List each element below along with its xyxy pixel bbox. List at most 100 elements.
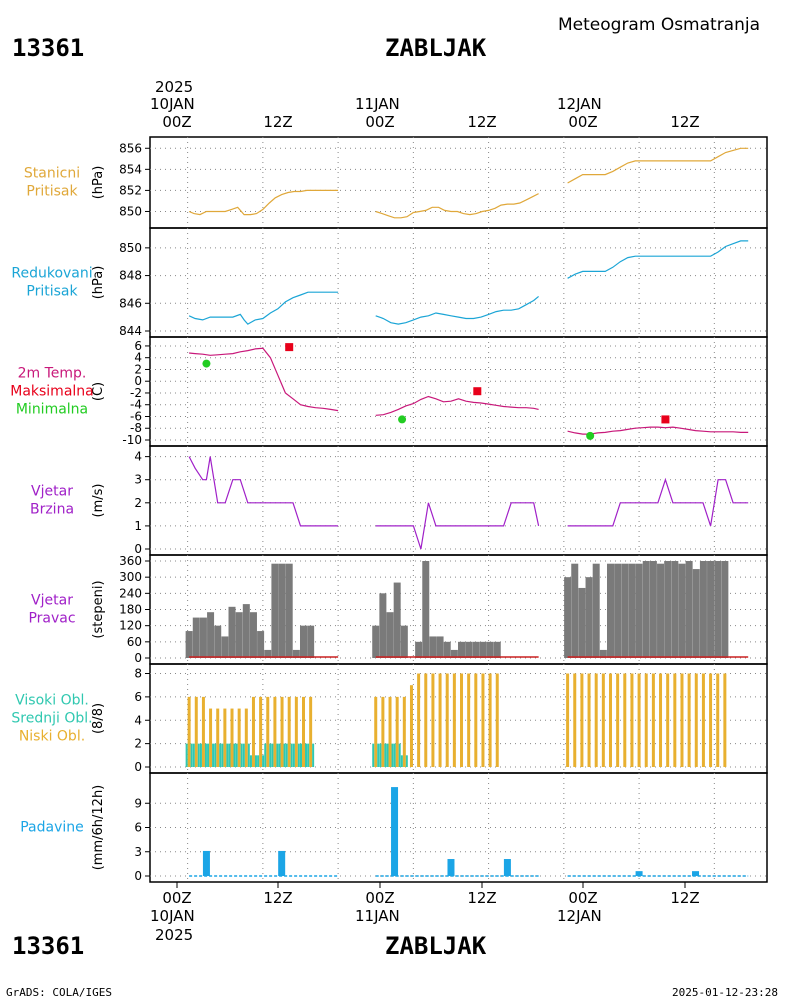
low-cloud-bar: [651, 673, 655, 767]
mid-cloud-bar: [264, 743, 267, 767]
top-time-tick-label: 12Z: [263, 113, 292, 131]
wind-direction-bar: [199, 617, 207, 658]
precip-bar: [503, 859, 511, 876]
bottom-time-tick-label: 00Z: [568, 889, 597, 907]
low-cloud-bar: [280, 696, 284, 767]
y-tick-label: -2: [130, 386, 142, 400]
footer-software: GrADS: COLA/IGES: [6, 986, 112, 999]
low-cloud-bar: [587, 673, 591, 767]
y-tick-label: 0: [134, 542, 142, 556]
panel-label: Minimalna: [16, 402, 88, 418]
panel-label: Srednji Obl.: [11, 711, 92, 727]
y-tick-label: 6: [134, 339, 142, 353]
y-tick-label: 180: [119, 603, 142, 617]
wind-direction-bar: [400, 625, 408, 658]
wind-direction-bar: [415, 641, 423, 658]
top-day-label-1: 10JAN: [150, 95, 195, 113]
series-line: [375, 295, 539, 325]
mid-cloud-bar: [199, 743, 202, 767]
wind-direction-bar: [372, 625, 380, 658]
low-cloud-bar: [659, 673, 663, 767]
mid-cloud-bar: [254, 755, 257, 767]
wind-direction-bar: [649, 561, 657, 658]
panel-label: Brzina: [30, 502, 74, 518]
wind-direction-bar: [707, 561, 715, 658]
y-axis-label: (hPa): [91, 266, 106, 300]
wind-direction-bar: [249, 612, 257, 658]
wind-direction-bar: [436, 636, 444, 658]
footer-station-name: ZABLJAK: [385, 932, 487, 960]
panel-label: Niski Obl.: [19, 729, 85, 745]
panel-body: [188, 240, 749, 325]
wind-direction-bar: [242, 604, 250, 658]
mid-cloud-bar: [197, 743, 200, 767]
mid-cloud-bar: [299, 743, 302, 767]
panel-frame: [149, 336, 768, 447]
wind-direction-bar: [443, 641, 451, 658]
panel-frame: [149, 227, 768, 338]
panel-frame: [149, 445, 768, 556]
wind-direction-bar: [207, 612, 215, 658]
low-cloud-bar: [716, 673, 720, 767]
wind-direction-bar: [571, 563, 579, 658]
mid-cloud-bar: [384, 743, 387, 767]
wind-direction-bar: [307, 625, 315, 658]
y-tick-label: 850: [119, 241, 142, 255]
mid-cloud-bar: [292, 743, 295, 767]
mid-cloud-bar: [228, 743, 231, 767]
y-tick-label: 3: [134, 473, 142, 487]
low-cloud-bar: [460, 673, 464, 767]
low-cloud-bar: [287, 696, 291, 767]
wind-direction-bar: [278, 563, 286, 658]
low-cloud-bar: [431, 673, 435, 767]
mid-cloud-bar: [262, 755, 265, 767]
wind-direction-bar: [564, 577, 572, 658]
mid-cloud-bar: [233, 743, 236, 767]
mid-cloud-bar: [185, 743, 188, 767]
wind-direction-bar: [606, 563, 614, 658]
tmax-marker: [473, 387, 482, 396]
panel-label: Vjetar: [31, 484, 73, 500]
wind-direction-bar: [493, 641, 501, 658]
precip-bar: [692, 871, 700, 876]
mid-cloud-bar: [214, 743, 217, 767]
tmin-marker: [398, 415, 407, 424]
wind-direction-bar: [299, 625, 307, 658]
series-line: [188, 456, 339, 527]
y-tick-label: -6: [130, 409, 142, 423]
y-tick-label: 850: [119, 204, 142, 218]
mid-cloud-bar: [221, 743, 224, 767]
low-cloud-bar: [216, 708, 220, 767]
low-cloud-bar: [594, 673, 598, 767]
series-line: [375, 395, 539, 416]
series-line: [375, 502, 540, 550]
bottom-time-tick-label: 12Z: [263, 889, 292, 907]
panel-frame: [149, 136, 768, 229]
precip-bar: [447, 859, 455, 876]
wind-direction-bar: [486, 641, 494, 658]
footer-timestamp: 2025-01-12-23:28: [672, 986, 778, 999]
mid-cloud-bar: [285, 743, 288, 767]
low-cloud-bar: [402, 696, 406, 767]
low-cloud-bar: [273, 696, 277, 767]
y-tick-label: 2: [134, 496, 142, 510]
low-cloud-bar: [573, 673, 577, 767]
bottom-time-tick-label: 12Z: [467, 889, 496, 907]
wind-direction-bar: [578, 587, 586, 658]
wind-direction-bar: [393, 582, 401, 658]
wind-direction-bar: [472, 641, 480, 658]
wind-direction-bar: [657, 563, 665, 658]
y-axis-label: (8/8): [91, 703, 106, 734]
y-tick-label: 360: [119, 554, 142, 568]
low-cloud-bar: [680, 673, 684, 767]
low-cloud-bar: [201, 696, 205, 767]
top-day-label-3: 12JAN: [557, 95, 602, 113]
wind-direction-bar: [292, 649, 300, 658]
panel-label: Pritisak: [26, 284, 78, 300]
low-cloud-bar: [481, 673, 485, 767]
y-tick-label: 856: [119, 141, 142, 155]
low-cloud-bar: [488, 673, 492, 767]
wind-direction-bar: [635, 563, 643, 658]
low-cloud-bar: [666, 673, 670, 767]
low-cloud-bar: [601, 673, 605, 767]
